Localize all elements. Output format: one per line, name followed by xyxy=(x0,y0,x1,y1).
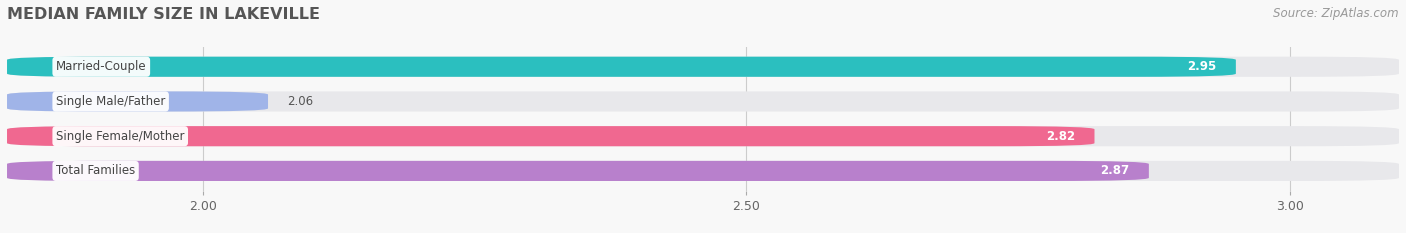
FancyBboxPatch shape xyxy=(7,161,1149,181)
FancyBboxPatch shape xyxy=(7,57,1236,77)
FancyBboxPatch shape xyxy=(7,91,1399,112)
Text: 2.87: 2.87 xyxy=(1099,164,1129,177)
Text: MEDIAN FAMILY SIZE IN LAKEVILLE: MEDIAN FAMILY SIZE IN LAKEVILLE xyxy=(7,7,321,22)
FancyBboxPatch shape xyxy=(7,91,269,112)
Text: Total Families: Total Families xyxy=(56,164,135,177)
Text: Single Male/Father: Single Male/Father xyxy=(56,95,166,108)
FancyBboxPatch shape xyxy=(7,57,1399,77)
Text: 2.82: 2.82 xyxy=(1046,130,1076,143)
FancyBboxPatch shape xyxy=(7,161,1399,181)
Text: Source: ZipAtlas.com: Source: ZipAtlas.com xyxy=(1274,7,1399,20)
FancyBboxPatch shape xyxy=(7,126,1094,146)
Text: Married-Couple: Married-Couple xyxy=(56,60,146,73)
Text: 2.06: 2.06 xyxy=(288,95,314,108)
Text: Single Female/Mother: Single Female/Mother xyxy=(56,130,184,143)
FancyBboxPatch shape xyxy=(7,126,1399,146)
Text: 2.95: 2.95 xyxy=(1187,60,1216,73)
